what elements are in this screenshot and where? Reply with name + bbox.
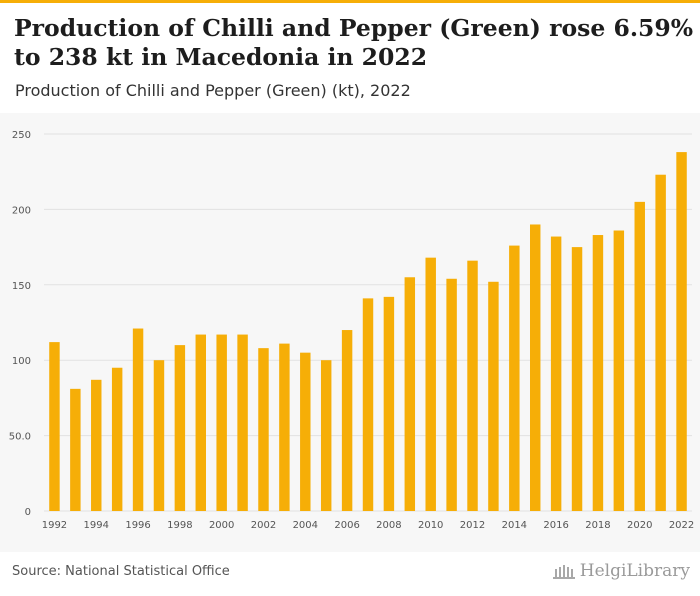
bar-2004 [300, 352, 311, 511]
bar-2002 [258, 348, 269, 511]
bar-2000 [216, 334, 227, 511]
y-tick-label: 150 [12, 281, 31, 292]
x-tick-label: 2004 [293, 520, 318, 531]
x-tick-label: 1998 [167, 520, 192, 531]
bar-2017 [571, 247, 583, 511]
chart-title: Production of Chilli and Pepper (Green) … [14, 14, 694, 71]
helgi-library-logo: HelgiLibrary [552, 561, 690, 581]
bar-1992 [49, 342, 60, 511]
bar-2010 [425, 257, 436, 511]
x-tick-label: 2006 [334, 520, 359, 531]
source-note: Source: National Statistical Office [12, 564, 230, 579]
bar-1999 [195, 334, 206, 511]
y-tick-label: 250 [12, 130, 31, 141]
bar-1998 [174, 345, 186, 511]
x-tick-label: 2002 [251, 520, 276, 531]
y-tick-label: 0 [25, 507, 31, 518]
logo-text: HelgiLibrary [579, 561, 690, 581]
y-tick-label: 100 [12, 356, 31, 367]
bar-2018 [592, 235, 604, 511]
x-tick-label: 2016 [543, 520, 568, 531]
bar-2011 [446, 278, 457, 511]
x-tick-label: 2022 [669, 520, 694, 531]
bar-2016 [550, 236, 562, 511]
bar-2022 [676, 152, 687, 511]
bar-1995 [111, 367, 123, 511]
x-tick-label: 2008 [376, 520, 401, 531]
library-building-icon [552, 565, 575, 579]
x-tick-label: 1994 [84, 520, 109, 531]
bar-2019 [613, 230, 625, 511]
x-tick-label: 2012 [460, 520, 485, 531]
bar-2020 [634, 201, 645, 512]
y-tick-label: 50.0 [9, 432, 31, 443]
chart-subtitle: Production of Chilli and Pepper (Green) … [15, 81, 411, 100]
x-tick-label: 2010 [418, 520, 443, 531]
x-tick-label: 1996 [125, 520, 150, 531]
bar-1997 [153, 360, 165, 511]
x-tick-label: 2000 [209, 520, 234, 531]
bar-2008 [383, 296, 395, 511]
bar-2014 [509, 245, 520, 512]
bar-2012 [467, 260, 478, 511]
bar-1996 [132, 328, 144, 511]
bar-1993 [70, 388, 81, 511]
x-tick-label: 2014 [502, 520, 527, 531]
bar-2009 [404, 277, 416, 511]
bar-2003 [279, 343, 290, 511]
bar-2006 [341, 330, 353, 511]
bar-1994 [91, 379, 102, 511]
top-accent-rule [0, 0, 700, 3]
y-tick-label: 200 [12, 205, 31, 216]
bar-2005 [320, 360, 332, 511]
bar-2013 [488, 281, 499, 511]
x-tick-label: 1992 [42, 520, 67, 531]
bar-2015 [530, 224, 541, 511]
x-tick-label: 2020 [627, 520, 652, 531]
x-tick-label: 2018 [585, 520, 610, 531]
bar-chart: 0 50.0 100 150 200 250 1992 1994 1996 1998 2000 200… [9, 130, 695, 531]
bar-2007 [362, 298, 374, 511]
bar-2001 [237, 334, 248, 511]
bar-2021 [655, 174, 666, 511]
